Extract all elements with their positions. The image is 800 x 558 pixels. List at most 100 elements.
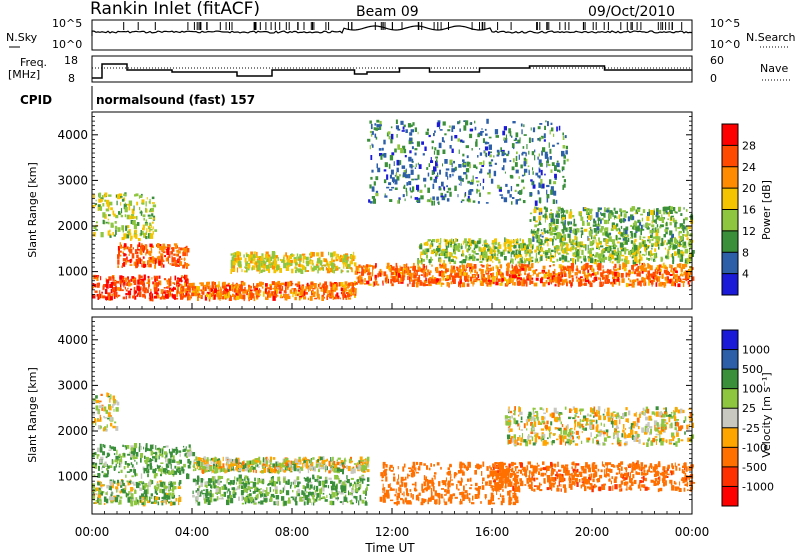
power-cell: [399, 174, 401, 176]
velocity-cell: [162, 449, 163, 454]
velocity-cell: [114, 409, 115, 412]
power-cell: [248, 293, 250, 297]
power-cell: [478, 201, 480, 204]
power-cell: [209, 285, 211, 290]
power-cell: [291, 288, 293, 290]
power-cell: [463, 259, 467, 263]
power-cell: [439, 170, 441, 175]
power-cell: [562, 229, 564, 234]
power-cell: [537, 262, 539, 264]
power-cell: [558, 276, 561, 279]
power-cell: [483, 179, 484, 183]
power-cell: [630, 231, 633, 233]
power-cell: [375, 134, 377, 138]
power-cell: [470, 129, 473, 132]
power-cell: [547, 215, 548, 219]
power-cell: [532, 260, 534, 262]
power-cell: [541, 137, 542, 139]
power-cell: [613, 266, 614, 270]
nsearch-tick-top: 10^5: [710, 17, 740, 30]
power-cell: [630, 225, 632, 227]
power-cell: [347, 287, 349, 289]
power-cell: [156, 283, 159, 287]
power-cell: [526, 258, 527, 260]
velocity-cell: [134, 490, 136, 494]
power-cell: [554, 174, 557, 178]
power-cell: [463, 172, 466, 175]
power-cell: [303, 296, 306, 299]
power-cell: [318, 269, 320, 271]
power-cell: [444, 257, 447, 259]
velocity-cell: [173, 482, 176, 485]
power-cell: [476, 253, 479, 255]
power-cell: [677, 264, 679, 268]
power-cell: [631, 272, 633, 274]
power-cell: [540, 198, 542, 204]
power-cell: [152, 281, 154, 284]
power-cell: [398, 269, 400, 274]
power-cell: [235, 297, 236, 300]
power-cell: [370, 201, 373, 204]
power-cell: [458, 243, 461, 248]
velocity-cell: [114, 460, 117, 463]
power-cell: [600, 278, 601, 282]
power-cell: [649, 239, 651, 243]
power-cell: [115, 221, 117, 224]
power-cell: [310, 282, 313, 285]
power-cell: [483, 138, 485, 143]
power-cell: [412, 146, 414, 149]
power-cell: [528, 267, 531, 271]
power-cell: [413, 266, 416, 271]
power-cell: [567, 261, 570, 263]
power-cell: [489, 165, 492, 167]
velocity-cell: [175, 498, 177, 502]
velocity-cell: [127, 463, 129, 465]
power-cell: [472, 242, 474, 244]
power-cell: [434, 201, 435, 206]
power-cell: [262, 270, 266, 272]
power-cell: [222, 286, 225, 289]
power-cell: [475, 127, 477, 131]
velocity-cell: [125, 475, 126, 478]
velocity-cell: [170, 489, 172, 491]
power-cell: [159, 251, 161, 253]
power-cell: [120, 280, 122, 285]
power-cell: [111, 282, 114, 284]
velocity-cell: [114, 453, 115, 455]
power-cell: [276, 294, 277, 298]
power-cell: [451, 136, 453, 141]
power-cell: [433, 133, 435, 136]
power-cell: [553, 199, 555, 204]
power-cell: [526, 245, 527, 247]
power-cell: [568, 228, 569, 230]
power-cell: [449, 126, 451, 128]
power-cell: [371, 124, 373, 129]
power-cell: [545, 218, 546, 223]
power-cell: [325, 264, 326, 266]
power-cell: [673, 207, 675, 211]
power-cell: [632, 226, 634, 229]
velocity-cell: [93, 496, 95, 501]
power-cell: [466, 146, 467, 148]
velocity-cell: [106, 499, 109, 504]
power-cell: [370, 177, 372, 180]
power-cell: [135, 249, 137, 254]
power-cell: [462, 159, 465, 162]
velocity-cell: [97, 419, 100, 421]
velocity-cell: [161, 501, 164, 503]
power-cell: [407, 284, 409, 287]
power-cell: [665, 277, 668, 281]
power-cell: [255, 293, 258, 295]
power-cell: [650, 235, 653, 238]
velocity-cell: [122, 445, 124, 447]
power-cell: [649, 209, 650, 211]
power-cell: [479, 268, 481, 271]
power-cell: [417, 175, 419, 180]
power-cell: [103, 220, 105, 224]
power-cell: [517, 261, 520, 263]
power-cell: [137, 280, 140, 285]
power-cell: [117, 254, 120, 259]
power-cell: [93, 205, 95, 208]
power-cell: [593, 240, 595, 243]
power-cell: [587, 220, 588, 222]
